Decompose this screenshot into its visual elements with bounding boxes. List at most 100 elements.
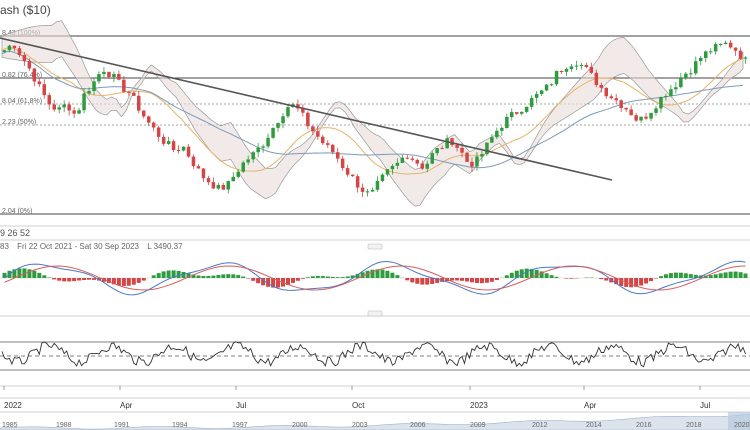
candle-body — [226, 181, 230, 190]
macd-histogram-bar — [415, 278, 420, 284]
candle-body — [47, 95, 51, 105]
candle-body — [92, 81, 96, 91]
candle-body — [520, 111, 524, 114]
time-axis-label: 2023 — [470, 401, 488, 410]
macd-histogram-bar — [484, 278, 489, 283]
time-axis-label: Apr — [120, 401, 133, 410]
candle-body — [365, 191, 370, 193]
macd-histogram-bar — [47, 277, 52, 278]
macd-histogram-bar — [688, 274, 693, 278]
candle-body — [256, 147, 260, 153]
candle-body — [718, 44, 723, 45]
macd-histogram-bar — [659, 276, 663, 278]
macd-histogram-bar — [67, 278, 72, 282]
candle-body — [723, 42, 728, 44]
candle-body — [231, 176, 235, 182]
macd-histogram-bar — [305, 277, 310, 278]
macd-histogram-bar — [17, 268, 22, 278]
candle-body — [340, 158, 345, 169]
macd-histogram-bar — [116, 278, 121, 286]
candle-body — [281, 116, 285, 124]
candle-body — [569, 66, 574, 69]
macd-histogram-bar — [241, 276, 246, 278]
candle-body — [176, 150, 181, 151]
info-value: 83 — [0, 242, 9, 251]
macd-histogram-bar — [87, 278, 91, 280]
macd-histogram-bar — [390, 272, 395, 278]
macd-histogram-bar — [678, 272, 683, 278]
candle-body — [395, 162, 400, 166]
macd-histogram-bar — [310, 276, 315, 278]
macd-histogram-bar — [171, 270, 176, 278]
macd-signal-line — [4, 265, 746, 291]
macd-histogram-bar — [360, 272, 365, 278]
macd-histogram-bar — [131, 278, 136, 285]
candle-body — [7, 45, 12, 51]
macd-histogram-bar — [455, 278, 460, 281]
indicator-params: 9 26 52 — [0, 228, 31, 238]
navigator-label: 1994 — [172, 422, 188, 429]
macd-histogram-bar — [111, 278, 116, 285]
candle-body — [599, 85, 603, 88]
candle-body — [196, 166, 201, 169]
macd-histogram-bar — [72, 278, 77, 282]
candle-body — [589, 67, 594, 73]
macd-histogram-bar — [27, 269, 32, 278]
macd-histogram-bar — [385, 270, 390, 278]
candle-body — [584, 65, 589, 67]
navigator-label: 2016 — [636, 422, 652, 429]
macd-histogram-bar — [191, 274, 196, 278]
candle-body — [475, 156, 479, 167]
candle-body — [534, 94, 539, 98]
candle-body — [594, 72, 599, 85]
macd-histogram-bar — [52, 278, 57, 280]
macd-histogram-bar — [410, 278, 415, 283]
navigator-label: 2018 — [686, 422, 702, 429]
macd-histogram-bar — [430, 278, 435, 284]
candle-body — [505, 117, 509, 128]
macd-histogram-bar — [266, 278, 271, 287]
candle-body — [87, 91, 91, 94]
macd-histogram-bar — [629, 278, 634, 288]
candle-body — [206, 178, 211, 183]
candle-body — [425, 163, 429, 169]
candle-body — [77, 110, 81, 114]
macd-histogram-bar — [251, 278, 256, 281]
macd-histogram-bar — [728, 271, 733, 278]
macd-histogram-bar — [350, 275, 355, 278]
candle-body — [306, 112, 310, 127]
candle-body — [201, 168, 206, 179]
macd-histogram-bar — [345, 276, 350, 278]
macd-histogram-bar — [514, 270, 519, 278]
candle-body — [733, 47, 738, 51]
candle-body — [619, 100, 623, 108]
candle-body — [485, 142, 489, 155]
macd-histogram-bar — [2, 272, 7, 278]
macd-histogram-bar — [216, 275, 221, 278]
macd-histogram-bar — [12, 269, 17, 278]
info-range: Fri 22 Oct 2021 - Sat 30 Sep 2023 — [17, 242, 139, 251]
macd-histogram-bar — [668, 273, 673, 278]
candle-body — [132, 92, 136, 96]
candle-body — [117, 74, 121, 80]
candle-body — [579, 65, 584, 66]
macd-histogram-bar — [649, 278, 653, 281]
navigator-label: 2020 — [734, 422, 750, 429]
candle-body — [510, 112, 514, 117]
candle-body — [236, 171, 240, 177]
macd-histogram-bar — [539, 271, 544, 278]
navigator-label: 2000 — [292, 422, 308, 429]
macd-line — [4, 260, 746, 296]
candle-body — [738, 50, 743, 59]
candle-body — [559, 71, 564, 72]
candle-body — [360, 187, 365, 192]
macd-histogram-bar — [62, 278, 67, 282]
macd-histogram-bar — [673, 272, 678, 278]
navigator-label: 1988 — [56, 422, 72, 429]
macd-histogram-bar — [276, 278, 280, 288]
macd-histogram-bar — [295, 278, 300, 281]
macd-histogram-bar — [708, 275, 713, 278]
candle-body — [455, 145, 459, 148]
